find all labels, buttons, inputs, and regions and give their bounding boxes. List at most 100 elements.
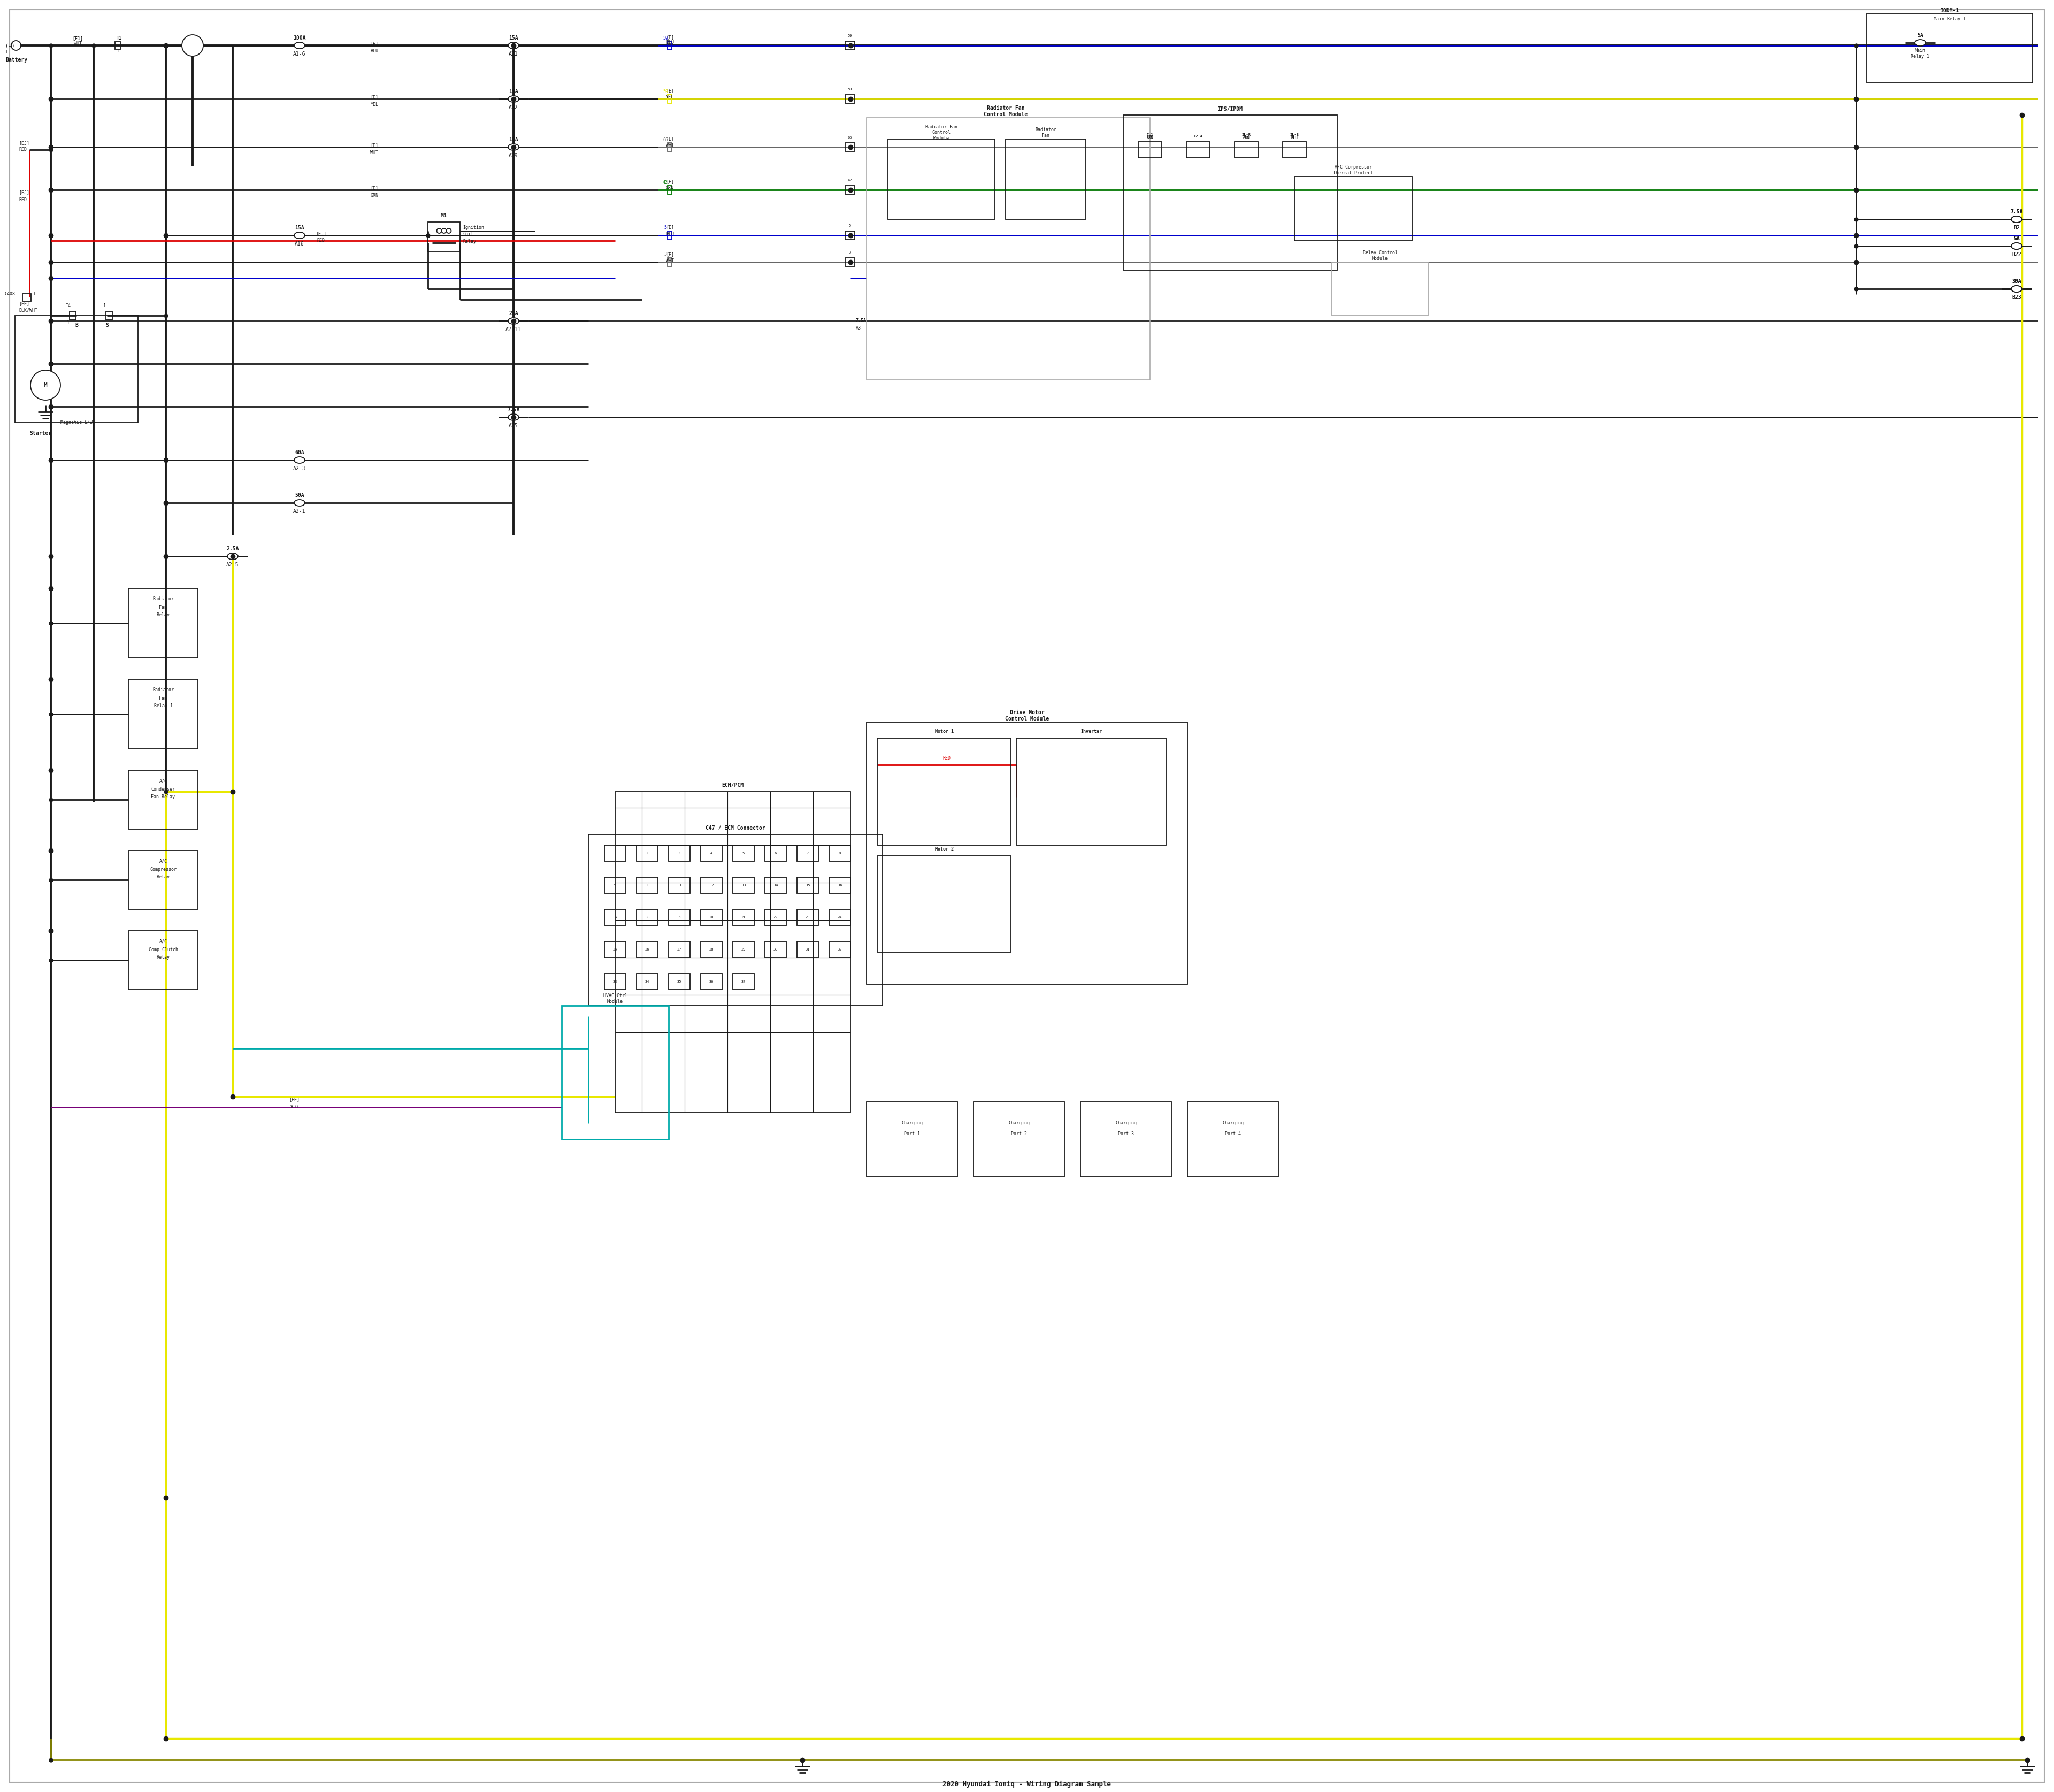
Text: 7.5A: 7.5A xyxy=(857,319,867,323)
Text: 37: 37 xyxy=(741,980,746,984)
Text: Relay: Relay xyxy=(156,874,170,880)
Bar xyxy=(561,1005,670,1140)
Text: Fan: Fan xyxy=(158,695,166,701)
Text: C408: C408 xyxy=(4,292,14,296)
Text: 12: 12 xyxy=(709,883,713,887)
Circle shape xyxy=(31,371,60,400)
Text: Radiator: Radiator xyxy=(152,597,175,602)
Bar xyxy=(668,41,672,50)
Text: A21: A21 xyxy=(509,52,518,57)
Text: 7: 7 xyxy=(807,851,809,855)
Bar xyxy=(668,95,672,104)
Text: A/C Compressor
Thermal Protect: A/C Compressor Thermal Protect xyxy=(1333,165,1374,176)
Text: 7.5A: 7.5A xyxy=(507,407,520,412)
Text: 32: 32 xyxy=(838,948,842,952)
Bar xyxy=(1017,738,1167,846)
Bar xyxy=(844,95,854,104)
Text: 10A: 10A xyxy=(509,136,518,142)
Bar xyxy=(700,846,723,862)
Text: 1: 1 xyxy=(68,321,70,326)
Bar xyxy=(844,258,854,267)
Text: M4: M4 xyxy=(442,213,448,219)
Bar xyxy=(587,835,883,1005)
Bar xyxy=(670,846,690,862)
Text: IODM-1: IODM-1 xyxy=(1941,7,1960,13)
Bar xyxy=(670,878,690,894)
Bar xyxy=(1331,262,1428,315)
Text: Comp Clutch: Comp Clutch xyxy=(148,948,179,952)
Text: 5: 5 xyxy=(663,226,668,231)
Bar xyxy=(797,941,817,957)
Text: [E]: [E] xyxy=(370,186,378,190)
Bar xyxy=(844,143,854,151)
Text: 2020 Hyundai Ioniq - Wiring Diagram Sample: 2020 Hyundai Ioniq - Wiring Diagram Samp… xyxy=(943,1781,1111,1787)
Text: [E]: [E] xyxy=(370,143,378,149)
Ellipse shape xyxy=(2011,244,2021,249)
Text: IPS/IPDM: IPS/IPDM xyxy=(1218,106,1243,111)
Text: Motor 1: Motor 1 xyxy=(935,729,953,735)
Bar xyxy=(127,588,197,658)
Ellipse shape xyxy=(507,143,520,151)
Text: [E]: [E] xyxy=(665,226,674,229)
Text: 13: 13 xyxy=(741,883,746,887)
Text: A22: A22 xyxy=(509,106,518,109)
Bar xyxy=(614,792,850,1113)
Text: 14: 14 xyxy=(772,883,778,887)
Text: 2: 2 xyxy=(647,851,649,855)
Text: 5A: 5A xyxy=(1916,32,1923,38)
Text: BLK/WHT: BLK/WHT xyxy=(18,308,37,312)
Circle shape xyxy=(442,228,446,233)
Text: 33: 33 xyxy=(612,980,618,984)
Text: 5A: 5A xyxy=(2013,237,2019,242)
Ellipse shape xyxy=(2011,285,2021,292)
Text: A2-1: A2-1 xyxy=(294,509,306,514)
Bar xyxy=(604,941,626,957)
Text: BLU: BLU xyxy=(665,231,674,237)
Text: [EE]: [EE] xyxy=(290,1097,300,1102)
Bar xyxy=(877,738,1011,846)
Text: GRN: GRN xyxy=(665,186,674,190)
Ellipse shape xyxy=(2011,217,2021,222)
Text: ECM/PCM: ECM/PCM xyxy=(721,783,744,788)
Bar xyxy=(127,930,197,989)
Text: Main
Relay 1: Main Relay 1 xyxy=(1910,48,1929,59)
Text: [EJ]: [EJ] xyxy=(316,231,327,237)
Bar xyxy=(733,878,754,894)
Text: IL1
BRN: IL1 BRN xyxy=(1146,133,1154,140)
Text: 22: 22 xyxy=(772,916,778,919)
Text: 5: 5 xyxy=(848,224,850,228)
Bar xyxy=(668,231,672,240)
Text: 16: 16 xyxy=(838,883,842,887)
Text: Condenser: Condenser xyxy=(152,787,175,792)
Text: A/C: A/C xyxy=(158,939,166,944)
Text: [EE]: [EE] xyxy=(18,301,29,306)
Text: Charging: Charging xyxy=(1009,1122,1029,1125)
Bar xyxy=(668,143,672,151)
Bar xyxy=(830,878,850,894)
Text: B2: B2 xyxy=(2013,226,2019,231)
Text: B22: B22 xyxy=(2011,253,2021,258)
Bar xyxy=(127,679,197,749)
Text: B: B xyxy=(74,323,78,328)
Text: 15A: 15A xyxy=(509,90,518,95)
Bar xyxy=(23,294,31,301)
Text: (+): (+) xyxy=(6,43,14,48)
Text: [E]: [E] xyxy=(665,36,674,39)
Text: 9: 9 xyxy=(614,883,616,887)
Text: A3: A3 xyxy=(857,326,861,330)
Text: WHT: WHT xyxy=(370,151,378,154)
Bar xyxy=(764,846,787,862)
Bar xyxy=(877,857,1011,952)
Text: RED: RED xyxy=(18,147,27,152)
Bar xyxy=(887,140,994,219)
Text: 1: 1 xyxy=(614,851,616,855)
Bar xyxy=(700,973,723,989)
Bar xyxy=(107,312,113,321)
Bar xyxy=(427,222,460,251)
Text: 3: 3 xyxy=(678,851,680,855)
Text: Radiator Fan
Control Module: Radiator Fan Control Module xyxy=(984,106,1027,116)
Text: 27: 27 xyxy=(678,948,682,952)
Text: 15A: 15A xyxy=(296,226,304,231)
Text: 15A: 15A xyxy=(509,36,518,41)
Circle shape xyxy=(438,228,442,233)
